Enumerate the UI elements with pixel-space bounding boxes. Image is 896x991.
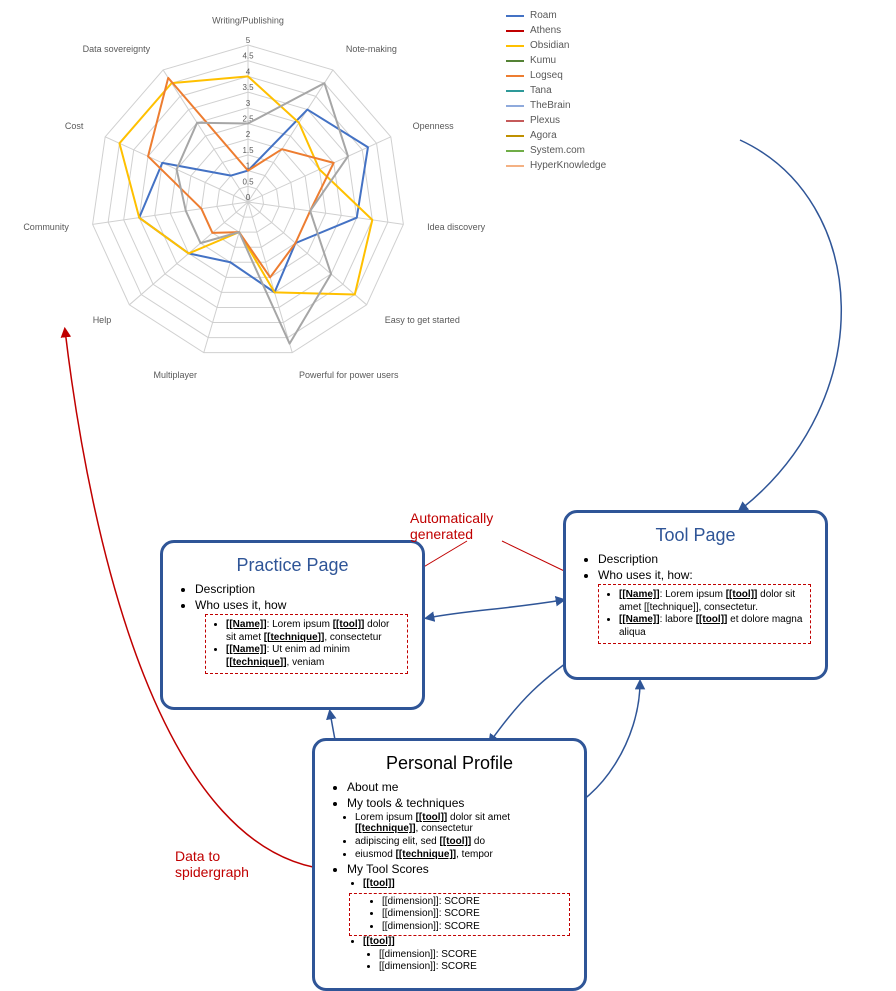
legend-label: HyperKnowledge xyxy=(530,160,606,171)
radar-ring-label: 1.5 xyxy=(242,146,254,155)
bullet: Description xyxy=(598,552,811,566)
dimension-score: [[dimension]]: SCORE xyxy=(379,949,570,962)
dimension-score: [[dimension]]: SCORE xyxy=(379,961,570,974)
legend-label: Plexus xyxy=(530,115,560,126)
legend-label: Obsidian xyxy=(530,40,569,51)
card-bullets: Description Who uses it, how xyxy=(177,582,408,612)
radar-ring-label: 4.5 xyxy=(242,52,254,61)
generated-item: [[Name]]: labore [[tool]] et dolore magn… xyxy=(619,614,804,639)
generated-item: [[Name]]: Lorem ipsum [[tool]] dolor sit… xyxy=(226,619,401,644)
legend-item: Agora xyxy=(506,128,606,143)
tool-page-card: Tool Page Description Who uses it, how: [[N… xyxy=(563,510,828,680)
generated-block: [[Name]]: Lorem ipsum [[tool]] dolor sit… xyxy=(598,584,811,644)
legend-swatch xyxy=(506,90,524,92)
legend-swatch xyxy=(506,120,524,122)
annotation-spider: Data to spidergraph xyxy=(175,848,249,880)
legend-swatch xyxy=(506,15,524,17)
legend-label: Kumu xyxy=(530,55,556,66)
radar-ring-label: 4 xyxy=(246,67,251,76)
radar-axis-label: Multiplayer xyxy=(153,370,197,380)
legend-item: Kumu xyxy=(506,53,606,68)
dimension-score: [[dimension]]: SCORE xyxy=(382,908,567,921)
legend-label: Logseq xyxy=(530,70,563,81)
bullet: Description xyxy=(195,582,408,596)
legend-label: Roam xyxy=(530,10,557,21)
legend-swatch xyxy=(506,30,524,32)
radar-axis-label: Idea discovery xyxy=(427,222,486,232)
radar-ring-label: 0.5 xyxy=(242,177,254,186)
radar-axis-label: Community xyxy=(23,222,69,232)
tool-label: [[tool]] xyxy=(363,878,570,891)
sub-bullets: Lorem ipsum [[tool]] dolor sit amet [[te… xyxy=(329,812,570,860)
tool-score-block: [[tool]][[dimension]]: SCORE[[dimension]… xyxy=(349,878,570,936)
bullet: Who uses it, how xyxy=(195,598,408,612)
radar-ring-label: 5 xyxy=(246,36,251,45)
generated-item: [[Name]]: Lorem ipsum [[tool]] dolor sit… xyxy=(619,589,804,614)
legend-item: Tana xyxy=(506,83,606,98)
bullet: My tools & techniques xyxy=(347,796,570,810)
generated-block: [[Name]]: Lorem ipsum [[tool]] dolor sit… xyxy=(205,614,408,674)
legend-label: Athens xyxy=(530,25,561,36)
sub-bullet: adipiscing elit, sed [[tool]] do xyxy=(355,836,570,847)
radar-axis-label: Powerful for power users xyxy=(299,370,399,380)
annotation-auto: Automatically generated xyxy=(410,510,493,542)
legend-swatch xyxy=(506,150,524,152)
scores-highlight: [[dimension]]: SCORE[[dimension]]: SCORE… xyxy=(349,893,570,937)
card-bullets: Description Who uses it, how: xyxy=(580,552,811,582)
legend-item: HyperKnowledge xyxy=(506,158,606,173)
radar-ring-label: 2 xyxy=(246,130,251,139)
radar-ring-label: 3.5 xyxy=(242,83,254,92)
tool-score-block: [[tool]][[dimension]]: SCORE[[dimension]… xyxy=(349,936,570,974)
legend-label: TheBrain xyxy=(530,100,571,111)
radar-axis-label: Openness xyxy=(413,121,455,131)
radar-ring-label: 3 xyxy=(246,99,251,108)
legend-label: System.com xyxy=(530,145,585,156)
practice-page-card: Practice Page Description Who uses it, how… xyxy=(160,540,425,710)
card-title: Personal Profile xyxy=(329,753,570,774)
personal-profile-card: Personal Profile About me My tools & techn… xyxy=(312,738,587,991)
legend-item: Plexus xyxy=(506,113,606,128)
legend-swatch xyxy=(506,105,524,107)
legend-item: System.com xyxy=(506,143,606,158)
legend-swatch xyxy=(506,60,524,62)
sub-bullet: Lorem ipsum [[tool]] dolor sit amet [[te… xyxy=(355,812,570,834)
bullet: About me xyxy=(347,780,570,794)
card-title: Tool Page xyxy=(580,525,811,546)
bullet: Who uses it, how: xyxy=(598,568,811,582)
generated-list: [[Name]]: Lorem ipsum [[tool]] dolor sit… xyxy=(212,619,401,669)
legend-item: Athens xyxy=(506,23,606,38)
tool-label: [[tool]] xyxy=(363,936,570,949)
sub-bullet: eiusmod [[technique]], tempor xyxy=(355,849,570,860)
radar-series-thebrain xyxy=(177,83,348,343)
dimension-score: [[dimension]]: SCORE xyxy=(382,896,567,909)
legend-item: Logseq xyxy=(506,68,606,83)
chart-legend: Roam Athens Obsidian Kumu Logseq Tana TheBrain… xyxy=(506,8,606,173)
connector xyxy=(740,140,841,510)
radar-axis-label: Data sovereignty xyxy=(83,44,151,54)
radar-axis-label: Note-making xyxy=(346,44,397,54)
legend-label: Agora xyxy=(530,130,557,141)
generated-list: [[Name]]: Lorem ipsum [[tool]] dolor sit… xyxy=(605,589,804,639)
dimension-score: [[dimension]]: SCORE xyxy=(382,921,567,934)
legend-label: Tana xyxy=(530,85,552,96)
legend-swatch xyxy=(506,135,524,137)
card-title: Practice Page xyxy=(177,555,408,576)
legend-item: TheBrain xyxy=(506,98,606,113)
legend-swatch xyxy=(506,75,524,77)
legend-item: Obsidian xyxy=(506,38,606,53)
legend-swatch xyxy=(506,45,524,47)
radar-ring-label: 0 xyxy=(246,193,251,202)
card-bullets: My Tool Scores xyxy=(329,862,570,876)
legend-swatch xyxy=(506,165,524,167)
radar-axis-label: Cost xyxy=(65,121,84,131)
generated-item: [[Name]]: Ut enim ad minim [[technique]]… xyxy=(226,644,401,669)
radar-axis-label: Easy to get started xyxy=(385,315,460,325)
radar-chart: 00.511.522.533.544.55Writing/PublishingN… xyxy=(23,15,485,380)
card-bullets: About me My tools & techniques xyxy=(329,780,570,810)
bullet: My Tool Scores xyxy=(347,862,570,876)
radar-axis-label: Writing/Publishing xyxy=(212,15,284,25)
connector xyxy=(427,600,563,618)
radar-axis-label: Help xyxy=(93,315,112,325)
legend-item: Roam xyxy=(506,8,606,23)
